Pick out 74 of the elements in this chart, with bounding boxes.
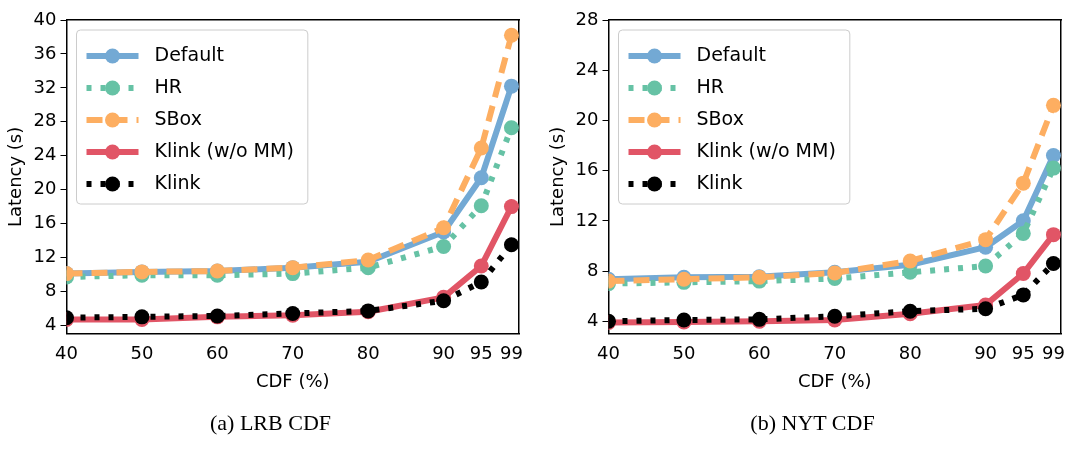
point <box>1045 97 1061 113</box>
y-tick-label: 36 <box>33 41 57 63</box>
point <box>978 301 994 317</box>
x-tick-label: 50 <box>672 342 696 364</box>
point <box>1015 225 1031 241</box>
point <box>1015 175 1031 191</box>
point <box>978 258 994 274</box>
y-tick-label: 24 <box>575 57 599 79</box>
point <box>827 308 843 324</box>
point <box>978 232 994 248</box>
y-tick-label: 16 <box>575 158 599 180</box>
point <box>1015 287 1031 303</box>
point <box>1045 227 1061 243</box>
x-tick-label: 95 <box>1011 342 1035 364</box>
y-tick-label: 4 <box>587 308 599 330</box>
point <box>503 120 519 136</box>
legend-label: SBox <box>696 106 744 129</box>
point <box>473 140 489 156</box>
y-tick-label: 32 <box>33 75 57 97</box>
y-tick-label: 16 <box>33 211 57 233</box>
y-tick-label: 8 <box>45 279 57 301</box>
point <box>1045 148 1061 164</box>
point <box>473 198 489 214</box>
x-tick-label: 50 <box>130 342 154 364</box>
y-tick-label: 12 <box>33 245 57 267</box>
y-tick-label: 20 <box>575 108 599 130</box>
x-tick-label: 80 <box>898 342 922 364</box>
text: (a) LRB CDF <box>209 410 332 436</box>
point <box>473 170 489 186</box>
y-tick-label: 20 <box>33 177 57 199</box>
y-tick-label: 28 <box>33 109 57 131</box>
point <box>1045 160 1061 176</box>
x-tick-label: 90 <box>432 342 456 364</box>
y-axis-title: Latency (s) <box>4 126 26 228</box>
legend-label: SBox <box>154 106 202 129</box>
point <box>473 258 489 274</box>
legend-label: HR <box>154 74 182 97</box>
x-tick-label: 60 <box>205 342 229 364</box>
point <box>1045 256 1061 272</box>
x-tick-label: 99 <box>500 342 523 364</box>
x-tick-label: 95 <box>469 342 493 364</box>
y-tick-label: 4 <box>45 312 57 334</box>
point <box>503 27 519 43</box>
point <box>473 274 489 290</box>
legend-label: Klink (w/o MM) <box>696 138 836 161</box>
point <box>503 237 519 253</box>
legend-label: HR <box>696 74 724 97</box>
x-tick-label: 70 <box>823 342 847 364</box>
point <box>436 293 452 309</box>
x-tick-label: 80 <box>356 342 380 364</box>
x-tick-label: 60 <box>747 342 771 364</box>
x-tick-label: 70 <box>281 342 305 364</box>
point <box>436 220 452 236</box>
y-tick-label: 24 <box>33 143 57 165</box>
point <box>503 78 519 94</box>
y-tick-label: 8 <box>587 258 599 280</box>
x-tick-label: 90 <box>974 342 998 364</box>
point <box>503 199 519 215</box>
legend-label: Klink (w/o MM) <box>154 138 294 161</box>
legend-label: Default <box>154 42 224 65</box>
point <box>902 253 918 269</box>
legend-label: Klink <box>154 170 201 193</box>
point <box>436 238 452 254</box>
y-tick-label: 40 <box>33 7 57 29</box>
y-axis-title: Latency (s) <box>546 126 568 228</box>
x-axis-title: CDF (%) <box>255 369 330 391</box>
x-tick-label: 99 <box>1042 342 1065 364</box>
legend-label: Default <box>696 42 766 65</box>
point <box>1015 266 1031 282</box>
x-axis-title: CDF (%) <box>797 369 872 391</box>
legend-label: Klink <box>696 170 743 193</box>
y-tick-label: 12 <box>575 208 599 230</box>
y-tick-label: 28 <box>575 7 599 29</box>
text: (b) NYT CDF <box>749 410 876 436</box>
